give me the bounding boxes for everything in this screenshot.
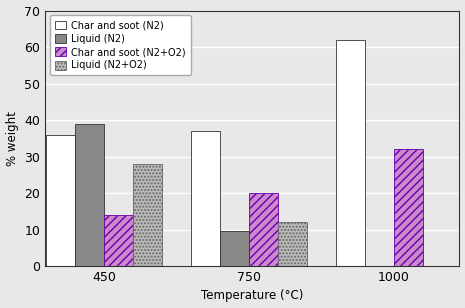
Bar	[394, 149, 423, 266]
Bar	[278, 222, 307, 266]
Bar	[220, 231, 249, 266]
Bar	[191, 131, 220, 266]
Legend: Char and soot (N2), Liquid (N2), Char and soot (N2+O2), Liquid (N2+O2): Char and soot (N2), Liquid (N2), Char an…	[50, 15, 191, 75]
Bar	[104, 215, 133, 266]
Bar	[133, 164, 162, 266]
Y-axis label: % weight: % weight	[6, 111, 19, 166]
X-axis label: Temperature (°C): Temperature (°C)	[201, 290, 303, 302]
Bar	[249, 193, 278, 266]
Bar	[46, 135, 75, 266]
Bar	[75, 124, 104, 266]
Bar	[336, 40, 365, 266]
